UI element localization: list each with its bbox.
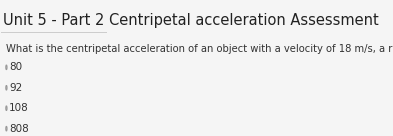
Text: 80: 80 xyxy=(9,62,22,72)
Text: 108: 108 xyxy=(9,103,29,113)
Text: 92: 92 xyxy=(9,83,22,93)
Text: 808: 808 xyxy=(9,124,29,134)
Text: Unit 5 - Part 2 Centripetal acceleration Assessment: Unit 5 - Part 2 Centripetal acceleration… xyxy=(4,13,379,28)
Text: What is the centripetal acceleration of an object with a velocity of 18 m/s, a r: What is the centripetal acceleration of … xyxy=(6,44,393,54)
